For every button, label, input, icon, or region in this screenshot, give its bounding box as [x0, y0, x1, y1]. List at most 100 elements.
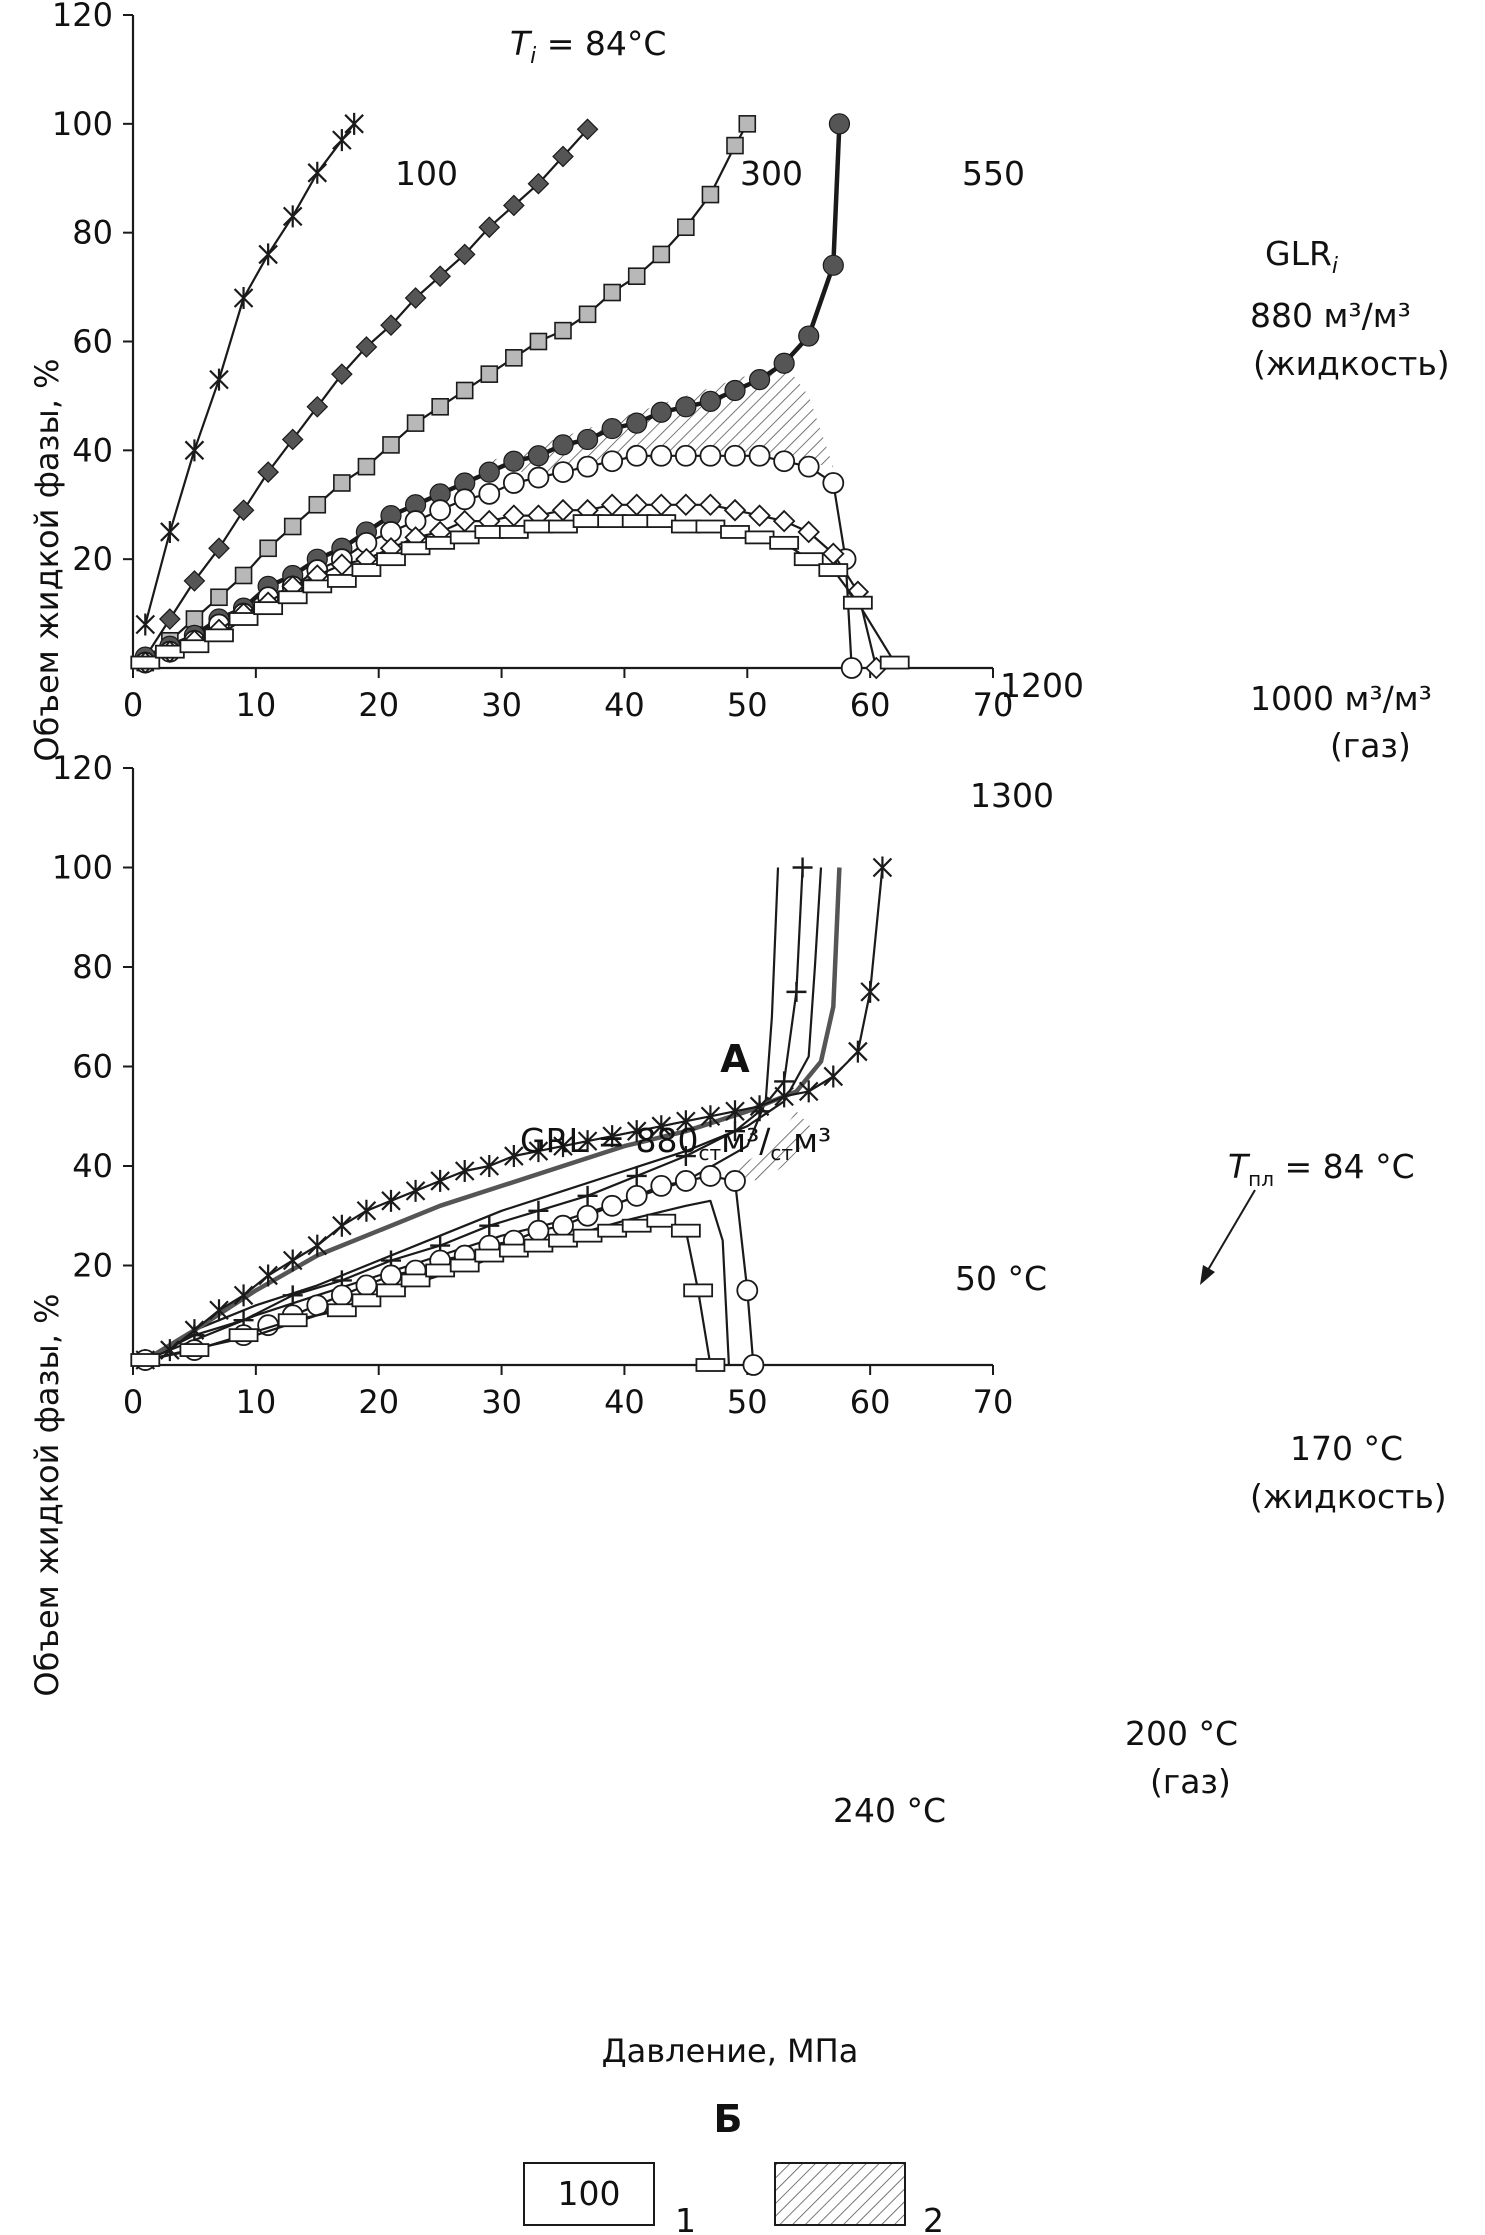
chart-b-label-200: 200 °C: [1125, 1714, 1238, 1753]
chart-a-series-1200-point: [650, 493, 673, 517]
chart-a-series-550-point: [738, 115, 757, 133]
chart-a-series: [130, 112, 910, 680]
chart-b-x-tick-label: 10: [235, 1383, 276, 1421]
chart-panel-a: 0 10 20 30 40 50 60 70 120 100 80 60 40 20 Объем жидк…: [28, 0, 1450, 1081]
chart-b-series-1-point: [786, 981, 807, 1002]
chart-a-series-1000-point: [674, 444, 697, 467]
chart-a-series-880-point: [626, 412, 648, 434]
chart-b-series-200C-point: [576, 1204, 599, 1227]
chart-a-series-550-point: [554, 321, 572, 340]
chart-a-label-100: 100: [395, 154, 458, 193]
chart-a-x-tick-label: 60: [850, 686, 891, 724]
chart-a-x-tick-label: 30: [481, 686, 522, 724]
chart-a-series-1200-point: [600, 493, 624, 517]
chart-a-gas-note: (газ): [1330, 726, 1411, 765]
chart-b-label-240: 240 °C: [833, 1791, 946, 1830]
chart-b-series-1-point: [479, 1215, 500, 1236]
chart-a-series-1300-point: [376, 552, 406, 567]
chart-a-series-880-point: [601, 417, 623, 440]
chart-b-series-84C: [144, 867, 842, 1362]
chart-b-series-170C-point: [430, 1169, 450, 1192]
chart-a-label-1300: 1300: [970, 776, 1054, 815]
chart-b-series-170C-point: [848, 1040, 868, 1063]
chart-a-series-550-point: [505, 349, 523, 367]
chart-b-series-240C-point: [449, 1258, 480, 1273]
chart-a-series-300-point: [257, 461, 279, 483]
chart-b-series-240C-line: [145, 1219, 712, 1366]
chart-a-series-550-point: [529, 332, 548, 351]
chart-a-series-1000-point: [748, 444, 771, 467]
chart-a-series-550-point: [283, 517, 302, 536]
chart-a-series-300-point: [355, 336, 378, 358]
chart-a-y-tick-label: 20: [72, 540, 113, 578]
chart-a-series-880-point: [773, 352, 795, 374]
chart-a-series-300-point: [503, 194, 525, 217]
chart-a-series-1200-point: [699, 493, 722, 517]
chart-a-series-100-line: [144, 123, 355, 625]
chart-b-x-tick-label: 50: [727, 1383, 768, 1421]
chart-b-series-170C-point: [332, 1214, 352, 1237]
chart-b-series-170C-point: [602, 1125, 622, 1148]
chart-a-series-1000-point: [650, 444, 673, 467]
chart-a-series-1200-point: [674, 493, 698, 517]
chart-b-series-170C-point: [798, 1080, 819, 1103]
chart-b-series-170C-point: [233, 1284, 254, 1307]
chart-b-series-240C: [130, 1213, 726, 1372]
chart-b-series-170C-line: [144, 867, 884, 1362]
chart-b-series-170C-point: [651, 1115, 672, 1138]
chart-b-label-170: 170 °C: [1290, 1429, 1403, 1468]
chart-a-series-1000-point: [527, 466, 550, 489]
chart-b-tpl-annotation: Tпл = 84 °C: [1228, 1147, 1415, 1191]
chart-a-series-300-point: [527, 172, 550, 195]
chart-b-series-200C-point: [736, 1279, 759, 1302]
chart-a-series-1000-point: [773, 450, 796, 473]
chart-b-series-170C-point: [528, 1140, 549, 1163]
chart-b-series-200C-point: [527, 1219, 550, 1242]
chart-a-y-axis-label: Объем жидкой фазы, %: [28, 358, 66, 761]
chart-b-y-tick-label: 80: [72, 948, 113, 986]
chart-b-series-240C-point: [228, 1328, 259, 1343]
chart-b-series-240C-point: [277, 1313, 308, 1328]
legend-hatch-swatch: [774, 2162, 906, 2226]
chart-a-glr-label: GLRi: [1265, 234, 1338, 279]
chart-a-liquid-value: 880 м³/м³: [1250, 296, 1411, 335]
chart-a-series-550-point: [259, 539, 277, 558]
chart-a-series-300-point: [306, 395, 329, 418]
chart-b-series-1-point: [675, 1146, 696, 1167]
chart-b-series-240C-point: [326, 1303, 357, 1318]
chart-b-series-170C-point: [184, 1319, 205, 1342]
chart-a-series-550-point: [406, 414, 425, 432]
chart-a-series-1200-point: [723, 498, 747, 522]
chart-a-series-300: [134, 118, 599, 668]
chart-panel-b: 0 10 20 30 40 50 60 70 120 100 80 60 40 20 Объем жидк…: [28, 749, 1447, 2141]
chart-a-series-550-point: [357, 457, 376, 476]
chart-a-series-880-point: [478, 461, 500, 483]
legend-box-swatch: [523, 2162, 655, 2226]
chart-a-series-550-point: [578, 305, 597, 324]
chart-a-y-tick-label: 60: [72, 323, 113, 361]
chart-b-series-84C-line: [144, 867, 842, 1362]
chart-a-gas-value: 1000 м³/м³: [1250, 679, 1432, 718]
chart-a-series-1000-point: [502, 472, 525, 494]
chart-b-series: [130, 856, 893, 1376]
chart-a-series-1000-point: [840, 657, 863, 679]
chart-b-tpl-arrow-line: [1204, 1189, 1256, 1276]
chart-b-series-1-point: [528, 1200, 549, 1221]
chart-a-series-1200-point: [502, 504, 526, 527]
chart-a-series-100-point: [282, 205, 303, 228]
chart-a-label-1200: 1200: [1000, 666, 1084, 705]
chart-a-x-tick-label: 10: [235, 686, 276, 724]
chart-a-series-100-point: [135, 613, 156, 636]
chart-a-series-300-point: [281, 428, 304, 451]
chart-b-series-170C-point: [553, 1135, 573, 1158]
chart-a-series-880-point: [650, 401, 672, 423]
chart-b-series-1-point: [792, 857, 813, 878]
chart-b-series-170C-point: [282, 1249, 303, 1272]
chart-a-series-550-point: [701, 185, 720, 204]
chart-a-series-1300-point: [793, 552, 824, 567]
chart-a-series-100-point: [307, 161, 328, 184]
chart-b-x-tick-label: 70: [973, 1383, 1014, 1421]
chart-a-series-300-point: [453, 243, 476, 266]
chart-a-series-1000-point: [478, 482, 501, 505]
